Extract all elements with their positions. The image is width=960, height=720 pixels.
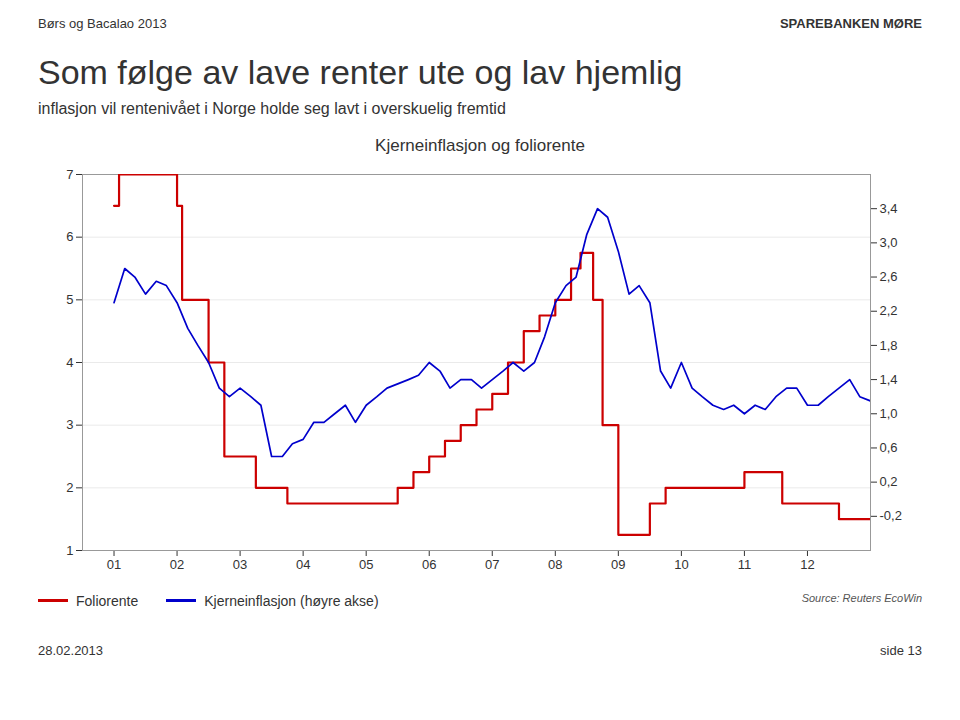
svg-text:1,4: 1,4	[880, 372, 898, 387]
svg-text:2: 2	[66, 480, 73, 495]
svg-text:08: 08	[548, 557, 562, 572]
html-text:SPAREBANKEN MØRE: SPAREBANKEN MØRE	[779, 16, 922, 31]
html-text:Børs og Bacalao 2013: Børs og Bacalao 2013	[38, 16, 167, 31]
svg-text:11: 11	[738, 557, 752, 572]
svg-text:3,4: 3,4	[880, 201, 898, 216]
html-text:28.02.2013: 28.02.2013	[38, 642, 104, 658]
svg-text:5: 5	[66, 292, 73, 307]
html-text:Som følge av lave renter ute o: Som følge av lave renter ute og lav hjem…	[38, 53, 683, 91]
svg-text:03: 03	[233, 557, 247, 572]
html-text:side 13: side 13	[880, 642, 922, 658]
svg-text:0,2: 0,2	[880, 474, 898, 489]
html-text:Kjerneinflasjon og foliorente: Kjerneinflasjon og foliorente	[375, 136, 585, 156]
svg-text:2,6: 2,6	[880, 269, 898, 284]
svg-text:06: 06	[422, 557, 436, 572]
svg-text:10: 10	[674, 557, 688, 572]
svg-text:07: 07	[485, 557, 499, 572]
svg-text:7: 7	[66, 167, 73, 182]
svg-text:09: 09	[611, 557, 625, 572]
html-text:Foliorente: Foliorente	[76, 592, 139, 609]
svg-text:12: 12	[800, 557, 814, 572]
svg-text:01: 01	[107, 557, 121, 572]
svg-text:3: 3	[66, 417, 73, 432]
svg-text:02: 02	[170, 557, 184, 572]
html-text:Source: Reuters EcoWin: Source: Reuters EcoWin	[801, 592, 922, 605]
html-text:inflasjon vil rentenivået i No: inflasjon vil rentenivået i Norge holde …	[38, 100, 506, 118]
svg-text:1,0: 1,0	[880, 406, 898, 421]
svg-text:-0,2: -0,2	[880, 509, 902, 524]
svg-text:2,2: 2,2	[880, 303, 898, 318]
svg-text:6: 6	[66, 229, 73, 244]
svg-text:04: 04	[296, 557, 310, 572]
svg-text:1,8: 1,8	[880, 338, 898, 353]
svg-text:1: 1	[66, 543, 73, 558]
svg-text:4: 4	[66, 355, 73, 370]
svg-text:0,6: 0,6	[880, 440, 898, 455]
svg-text:05: 05	[359, 557, 373, 572]
svg-text:3,0: 3,0	[880, 235, 898, 250]
html-text:Kjerneinflasjon (høyre akse): Kjerneinflasjon (høyre akse)	[204, 592, 379, 609]
